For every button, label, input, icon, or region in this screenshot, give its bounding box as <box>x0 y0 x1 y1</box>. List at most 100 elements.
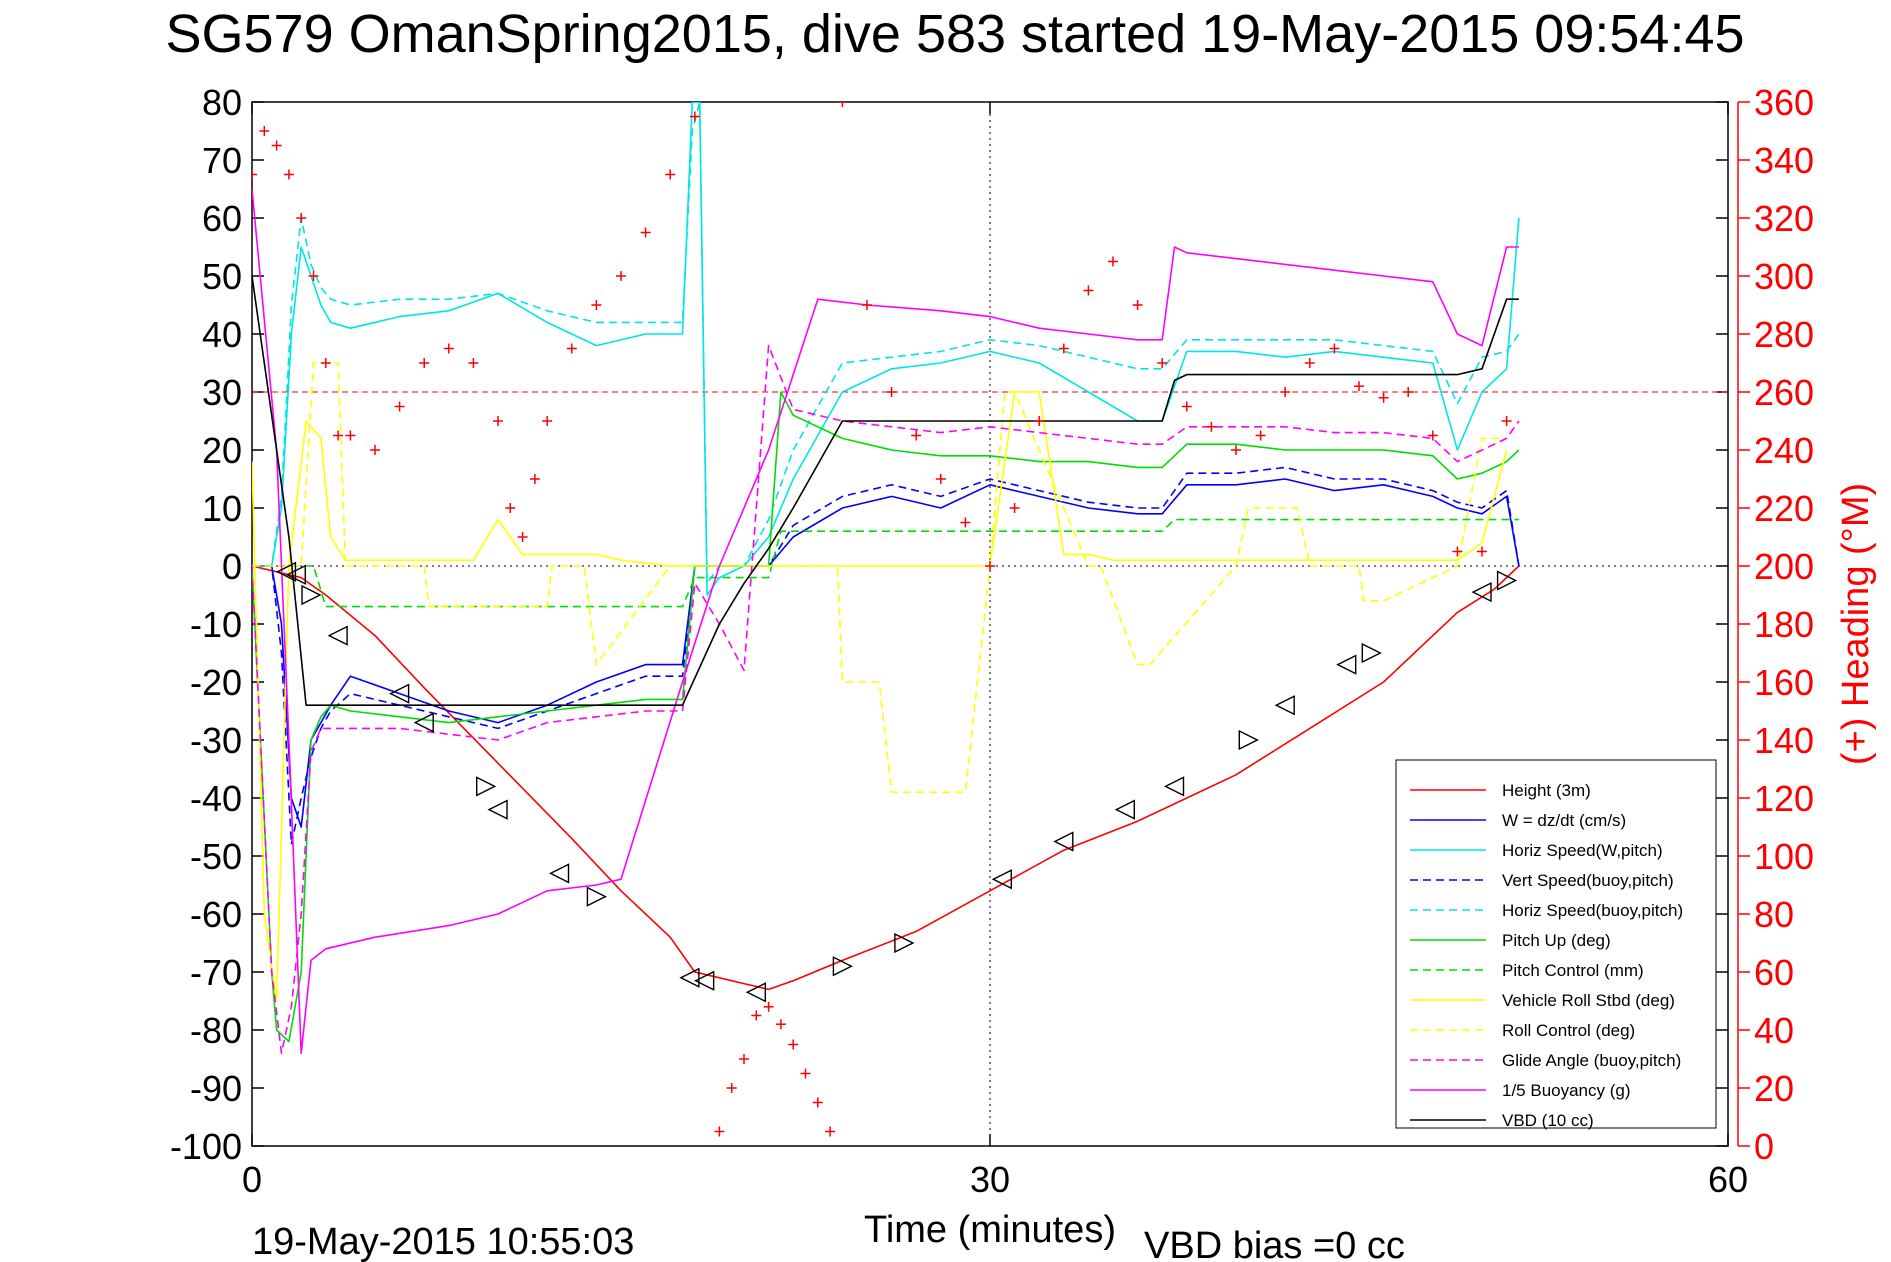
y2-tick-label: 60 <box>1754 952 1794 993</box>
heading-point <box>714 1126 725 1137</box>
y2-tick-label: 160 <box>1754 662 1814 703</box>
triangle-marker <box>1471 581 1492 603</box>
y2-tick-label: 340 <box>1754 140 1814 181</box>
heading-point <box>1231 445 1241 455</box>
y2-tick-label: 20 <box>1754 1068 1794 1109</box>
y-tick-label: -20 <box>190 662 242 703</box>
triangle-marker <box>1496 570 1518 591</box>
heading-point <box>566 343 577 354</box>
y-tick-label: -10 <box>190 604 242 645</box>
heading-point <box>320 358 331 368</box>
heading-point <box>1058 343 1069 354</box>
y2-tick-label: 360 <box>1754 82 1814 123</box>
heading-point <box>935 474 946 484</box>
triangle-marker <box>327 625 348 646</box>
y-tick-label: 10 <box>202 488 242 529</box>
y2-tick-label: 220 <box>1754 488 1814 529</box>
heading-point <box>1304 358 1315 368</box>
chart-title: SG579 OmanSpring2015, dive 583 started 1… <box>165 4 1744 64</box>
triangle-marker <box>389 683 410 704</box>
heading-point <box>1477 546 1487 557</box>
heading-point <box>1403 387 1414 397</box>
triangle-marker <box>679 967 700 988</box>
heading-point <box>1280 387 1291 397</box>
heading-point <box>1132 300 1143 310</box>
triangle-marker <box>1238 729 1259 751</box>
heading-point <box>370 445 380 455</box>
x-axis: 0 30 60 <box>242 102 1748 1200</box>
heading-point <box>1108 256 1118 267</box>
heading-point <box>1427 430 1438 441</box>
heading-point <box>468 358 479 368</box>
y-tick-label: -90 <box>190 1068 242 1109</box>
y-tick-label: -100 <box>170 1126 242 1167</box>
heading-point <box>1255 430 1266 441</box>
heading-point <box>837 102 848 107</box>
triangle-marker <box>1053 831 1074 852</box>
y2-tick-label: 140 <box>1754 720 1814 761</box>
triangle-marker <box>476 776 497 797</box>
triangle-markers <box>275 561 1518 1003</box>
plot-content <box>252 102 1728 1137</box>
legend-label-11: VBD (10 cc) <box>1502 1111 1594 1130</box>
legend-label-10: 1/5 Buoyancy (g) <box>1502 1081 1631 1100</box>
y2-tick-label: 0 <box>1754 1126 1774 1167</box>
heading-point <box>1452 546 1463 557</box>
legend-label-2: Horiz Speed(W,pitch) <box>1502 841 1663 860</box>
heading-point <box>775 1019 786 1030</box>
y-tick-label: 40 <box>202 314 242 355</box>
heading-point <box>726 1083 737 1093</box>
y2-tick-label: 260 <box>1754 372 1814 413</box>
heading-point <box>763 1001 774 1012</box>
triangle-marker <box>548 863 570 884</box>
heading-markers <box>252 102 1512 1137</box>
triangle-marker <box>586 886 607 907</box>
y-tick-label: -50 <box>190 836 242 877</box>
heading-point <box>1354 381 1364 392</box>
heading-point <box>1157 358 1168 368</box>
y2-tick-label: 300 <box>1754 256 1814 297</box>
series-line-0 <box>252 565 1520 991</box>
footer-vbd-bias: VBD bias =0 cc <box>1144 1225 1405 1262</box>
y-tick-label: -70 <box>190 952 242 993</box>
x-axis-label: Time (minutes) <box>864 1209 1116 1251</box>
legend-label-5: Pitch Up (deg) <box>1502 931 1611 950</box>
heading-point <box>529 474 540 484</box>
y-tick-label: 50 <box>202 256 242 297</box>
y2-tick-label: 40 <box>1754 1010 1794 1051</box>
legend-label-0: Height (3m) <box>1502 781 1591 800</box>
heading-point <box>985 561 995 571</box>
heading-point <box>1329 343 1340 354</box>
legend-label-6: Pitch Control (mm) <box>1502 961 1644 980</box>
legend-label-1: W = dz/dt (cm/s) <box>1502 811 1626 830</box>
heading-point <box>1083 285 1094 296</box>
heading-point <box>296 213 307 223</box>
right-axis-label: (+) Heading (°M) <box>1835 483 1877 765</box>
footer-timestamp: 19-May-2015 10:55:03 <box>252 1221 634 1262</box>
y2-tick-label: 280 <box>1754 314 1814 355</box>
heading-point <box>886 387 897 397</box>
heading-point <box>739 1054 749 1064</box>
series-line-5 <box>252 391 1520 1043</box>
series-line-11 <box>252 275 1519 707</box>
legend-label-8: Roll Control (deg) <box>1502 1021 1635 1040</box>
triangle-marker <box>745 982 766 1003</box>
heading-point <box>271 140 282 151</box>
triangle-marker <box>301 584 322 606</box>
triangle-marker <box>275 561 297 582</box>
y-tick-label: -30 <box>190 720 242 761</box>
y2-tick-label: 120 <box>1754 778 1814 819</box>
heading-point <box>960 517 971 528</box>
y-tick-label: 0 <box>222 546 242 587</box>
y2-tick-label: 80 <box>1754 894 1794 935</box>
y2-tick-label: 180 <box>1754 604 1814 645</box>
heading-point <box>800 1068 811 1079</box>
heading-point <box>394 401 405 412</box>
heading-point <box>505 503 516 513</box>
heading-point <box>1034 416 1045 426</box>
legend-label-9: Glide Angle (buoy,pitch) <box>1502 1051 1681 1070</box>
heading-point <box>751 1010 762 1021</box>
triangle-marker <box>991 869 1012 890</box>
triangle-marker <box>1274 695 1295 716</box>
